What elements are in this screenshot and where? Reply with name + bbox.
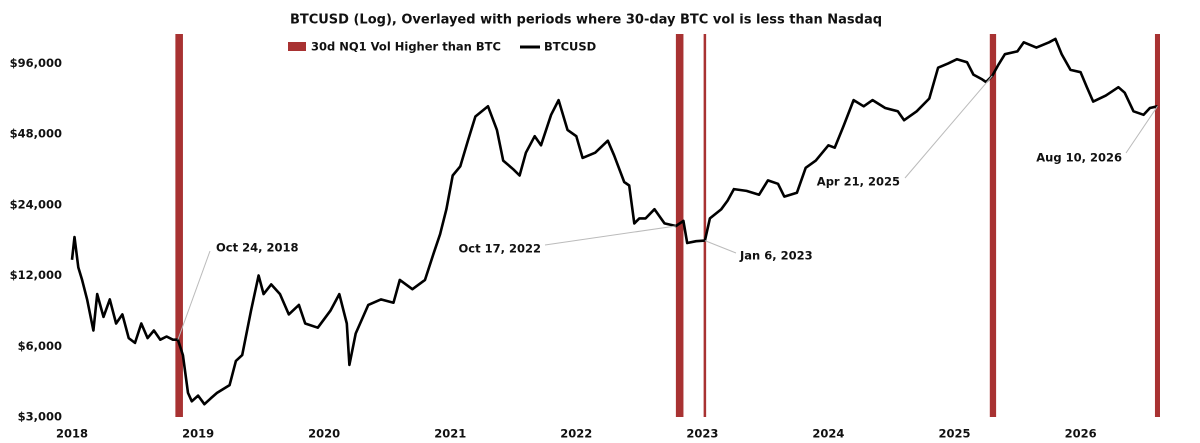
y-tick-label: $48,000 bbox=[10, 127, 62, 141]
annotation-leader bbox=[704, 240, 737, 254]
annotation-label: Apr 21, 2025 bbox=[817, 175, 900, 189]
annotation-leader bbox=[544, 225, 676, 246]
legend-label: 30d NQ1 Vol Higher than BTC bbox=[311, 40, 501, 54]
y-tick-label: $24,000 bbox=[10, 197, 62, 211]
vol-period bbox=[175, 34, 183, 417]
legend-label: BTCUSD bbox=[544, 40, 596, 54]
annotation-leader bbox=[177, 250, 211, 340]
vol-period bbox=[989, 34, 997, 417]
legend-swatch bbox=[288, 42, 306, 51]
y-tick-label: $12,000 bbox=[10, 268, 62, 282]
x-tick-label: 2026 bbox=[1065, 427, 1097, 441]
x-tick-label: 2018 bbox=[56, 427, 88, 441]
y-tick-label: $6,000 bbox=[18, 339, 62, 353]
y-tick-label: $3,000 bbox=[18, 410, 62, 424]
annotation-leader bbox=[1125, 106, 1158, 154]
vol-period bbox=[703, 34, 707, 417]
annotation-label: Oct 17, 2022 bbox=[459, 242, 541, 256]
price-line bbox=[70, 37, 1158, 406]
vol-period bbox=[675, 34, 684, 417]
annotation-label: Jan 6, 2023 bbox=[739, 249, 813, 263]
vol-period bbox=[1154, 34, 1160, 417]
annotation-label: Aug 10, 2026 bbox=[1036, 151, 1122, 165]
x-tick-label: 2020 bbox=[308, 427, 340, 441]
x-tick-label: 2025 bbox=[938, 427, 970, 441]
annotation-leader bbox=[904, 75, 993, 179]
annotation-label: Oct 24, 2018 bbox=[216, 241, 298, 255]
x-tick-label: 2022 bbox=[560, 427, 592, 441]
x-tick-label: 2024 bbox=[812, 427, 844, 441]
x-tick-label: 2023 bbox=[686, 427, 718, 441]
x-tick-label: 2019 bbox=[182, 427, 214, 441]
y-tick-label: $96,000 bbox=[10, 56, 62, 70]
chart-title: BTCUSD (Log), Overlayed with periods whe… bbox=[290, 13, 882, 28]
x-tick-label: 2021 bbox=[434, 427, 466, 441]
